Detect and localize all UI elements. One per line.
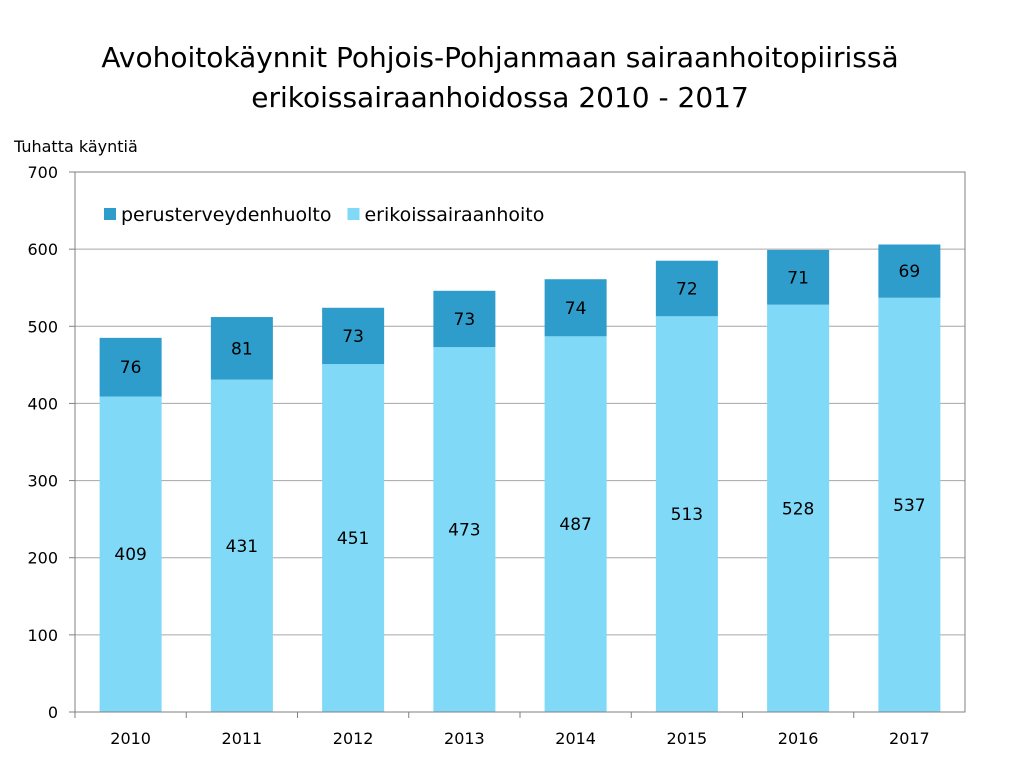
data-label: 81: [231, 339, 253, 359]
chart-title: Avohoitokäynnit Pohjois-Pohjanmaan saira…: [0, 38, 1000, 118]
data-label: 451: [337, 529, 369, 549]
data-label: 72: [676, 279, 698, 299]
legend-label: erikoissairaanhoito: [364, 204, 544, 226]
y-axis-label: Tuhatta käyntiä: [14, 137, 138, 156]
y-tick-label: 300: [27, 472, 58, 491]
data-label: 537: [893, 496, 925, 516]
y-tick-label: 200: [27, 549, 58, 568]
bar-erikoissairaanhoito: [322, 364, 385, 712]
data-label: 431: [226, 537, 258, 557]
x-tick-label: 2014: [555, 729, 596, 748]
bar-erikoissairaanhoito: [878, 297, 941, 712]
bar-perusterveydenhuolto: [544, 279, 607, 337]
y-tick-label: 400: [27, 394, 58, 413]
bar-perusterveydenhuolto: [767, 249, 830, 305]
legend-swatch: [104, 208, 116, 220]
data-label: 487: [559, 515, 591, 535]
data-label: 76: [120, 358, 142, 378]
chart-title-line-1: Avohoitokäynnit Pohjois-Pohjanmaan saira…: [101, 41, 899, 74]
y-tick-label: 700: [27, 163, 58, 182]
x-tick-label: 2015: [667, 729, 708, 748]
x-tick-label: 2017: [889, 729, 930, 748]
bar-erikoissairaanhoito: [210, 379, 273, 712]
bar-erikoissairaanhoito: [544, 336, 607, 712]
legend-label: perusterveydenhuolto: [121, 204, 331, 226]
y-tick-label: 500: [27, 317, 58, 336]
gridlines: [75, 248, 965, 636]
data-label: 73: [342, 327, 364, 347]
y-tick-label: 100: [27, 626, 58, 645]
data-label: 69: [899, 262, 921, 282]
bar-erikoissairaanhoito: [655, 316, 718, 712]
y-ticks: 0 100 200 300 400 500 600 700: [27, 163, 75, 722]
x-tick-label: 2010: [110, 729, 151, 748]
data-label: 71: [787, 268, 809, 288]
chart-title-line-2: erikoissairaanhoidossa 2010 - 2017: [251, 81, 749, 114]
bar-perusterveydenhuolto: [433, 290, 496, 348]
x-tick-label: 2011: [222, 729, 263, 748]
bar-erikoissairaanhoito: [433, 347, 496, 712]
legend-swatch: [347, 208, 360, 220]
x-tick-label: 2012: [333, 729, 374, 748]
bar-perusterveydenhuolto: [322, 307, 385, 365]
x-tick-label: 2016: [778, 729, 819, 748]
x-ticks: 2010 2011 2012 2013 2014 2015 2016 2017: [74, 712, 930, 748]
data-label: 73: [454, 310, 476, 330]
plot-frame: [74, 171, 966, 713]
bar-erikoissairaanhoito: [767, 304, 830, 712]
bar-perusterveydenhuolto: [210, 317, 273, 380]
bar-erikoissairaanhoito: [99, 396, 162, 712]
bars: 409 76 431 81 451 73 473 73 487 74 513 72 528 71 537 69: [99, 244, 941, 712]
bar-perusterveydenhuolto: [878, 244, 941, 298]
legend: perusterveydenhuolto erikoissairaanhoito: [104, 204, 544, 226]
data-label: 409: [114, 545, 146, 565]
bar-perusterveydenhuolto: [655, 260, 718, 317]
data-label: 74: [565, 299, 587, 319]
bar-perusterveydenhuolto: [99, 337, 162, 397]
data-label: 473: [448, 521, 480, 541]
data-label: 528: [782, 499, 814, 519]
x-tick-label: 2013: [444, 729, 485, 748]
y-tick-label: 600: [27, 240, 58, 259]
data-label: 513: [671, 505, 703, 525]
y-tick-label: 0: [48, 703, 58, 722]
